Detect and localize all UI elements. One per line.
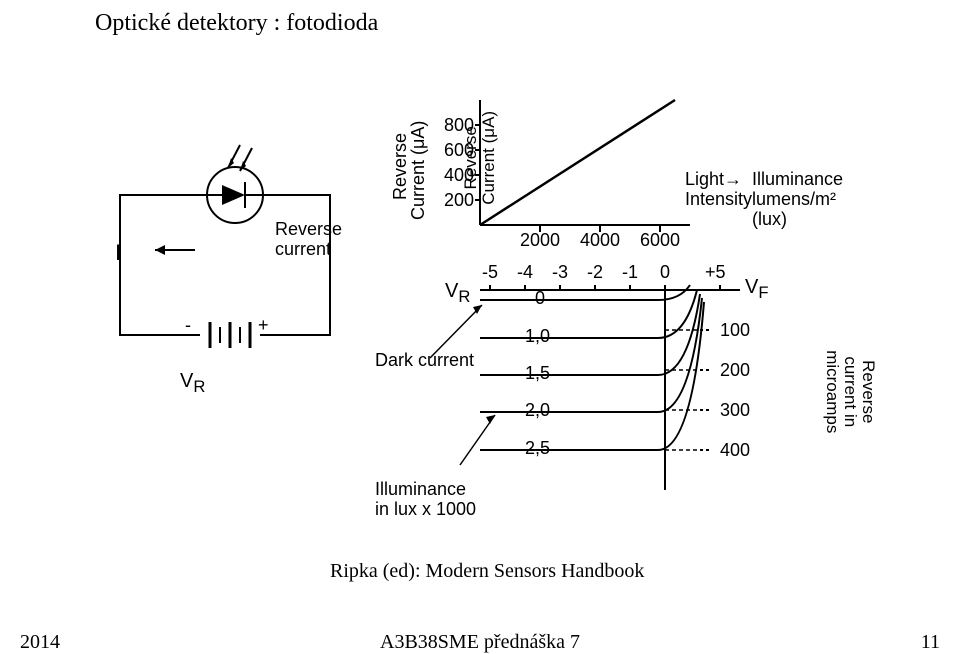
curve-20: 2,0: [525, 400, 550, 421]
label-illum-lux: Illuminancein lux x 1000: [375, 480, 476, 520]
label-VR2: VR: [445, 280, 470, 307]
label-reverse-current: Reversecurrent: [275, 220, 342, 260]
footer-year: 2014: [20, 631, 60, 654]
xtick-neg1: -1: [622, 262, 638, 283]
label-I: I: [115, 240, 121, 266]
label-dark-current: Dark current: [375, 350, 474, 371]
xtick-pos5: +5: [705, 262, 726, 283]
label-plus: +: [258, 315, 269, 336]
curve-15: 1,5: [525, 363, 550, 384]
rtick-100: 100: [720, 320, 750, 341]
circuit-svg: [100, 130, 360, 420]
label-VR: VR: [180, 370, 205, 397]
curve-10: 1,0: [525, 326, 550, 347]
footer-page: 11: [921, 631, 940, 654]
xtick-neg4: -4: [517, 262, 533, 283]
xtick-neg3: -3: [552, 262, 568, 283]
diagram-area: I Reversecurrent - + VR 200 400 600 800 …: [130, 90, 870, 520]
rtick-300: 300: [720, 400, 750, 421]
footer-course: A3B38SME přednáška 7: [380, 631, 580, 654]
xlabel-illum: Illuminancelumens/m²(lux): [752, 170, 843, 229]
xtick-0: 0: [660, 262, 670, 283]
xtick-neg2: -2: [587, 262, 603, 283]
xtick-neg5: -5: [482, 262, 498, 283]
curve-0: 0: [535, 288, 545, 309]
rtick-400: 400: [720, 440, 750, 461]
ylabel-block: ReverseCurrent (μA): [462, 98, 498, 218]
curve-25: 2,5: [525, 438, 550, 459]
rlabel-microamps: Reversecurrent inmicroamps: [823, 322, 877, 462]
xtick-2000: 2000: [520, 230, 560, 251]
citation: Ripka (ed): Modern Sensors Handbook: [330, 560, 644, 583]
xtick-6000: 6000: [640, 230, 680, 251]
xlabel-light-intensity: Light→Intensity: [685, 170, 752, 210]
rtick-200: 200: [720, 360, 750, 381]
label-minus: -: [185, 315, 191, 336]
ylabel-current-ua: Current (μA): [408, 121, 429, 220]
xtick-4000: 4000: [580, 230, 620, 251]
page-title: Optické detektory : fotodioda: [95, 10, 378, 37]
label-VF: VF: [745, 276, 769, 303]
